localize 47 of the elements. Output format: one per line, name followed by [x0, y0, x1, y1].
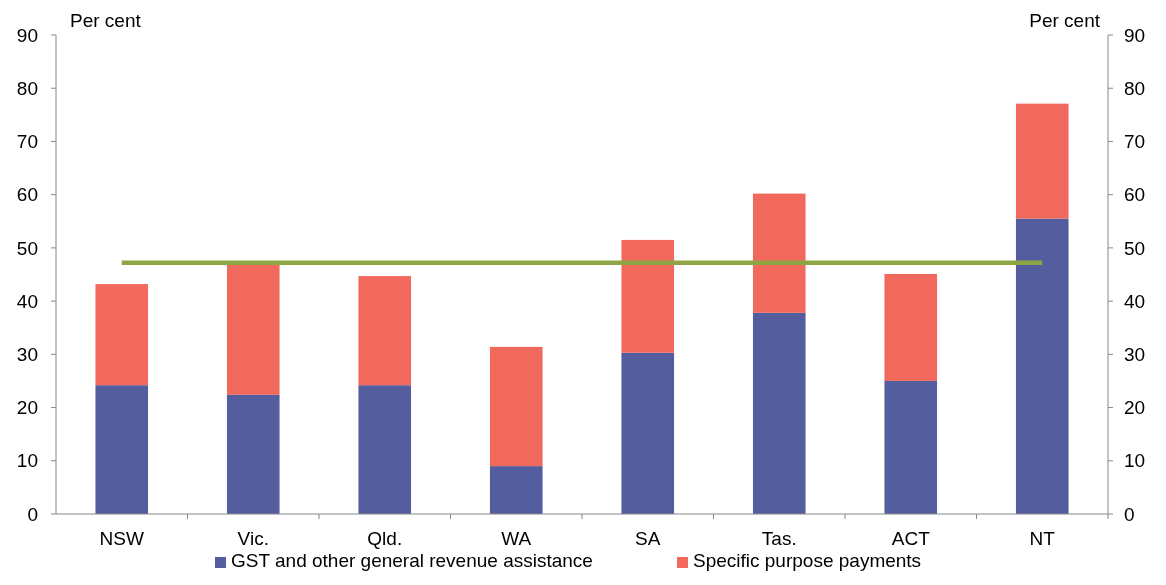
y2-tick-label: 40	[1124, 290, 1146, 312]
y-tick-label: 40	[16, 290, 38, 312]
y-tick-label: 60	[16, 184, 38, 206]
y2-tick-label: 30	[1124, 343, 1146, 365]
x-tick-label: SA	[635, 528, 661, 549]
y-tick-label: 50	[16, 237, 38, 259]
y2-tick-label: 0	[1124, 503, 1135, 525]
y-axis-title: Per cent	[70, 10, 142, 31]
x-tick-label: ACT	[891, 528, 931, 549]
x-tick-label: Vic.	[237, 528, 269, 549]
bar	[621, 239, 675, 353]
y-tick-label: 0	[27, 503, 38, 525]
y2-tick-label: 70	[1124, 131, 1146, 153]
y-tick-label: 20	[16, 397, 38, 419]
x-tick-label: NT	[1029, 528, 1056, 549]
y-tick-label: 90	[16, 24, 38, 46]
y2-tick-label: 80	[1124, 77, 1146, 99]
bar	[489, 466, 543, 514]
y-tick-label: 10	[16, 450, 38, 472]
y-tick-label: 80	[16, 77, 38, 99]
x-tick-label: WA	[501, 528, 532, 549]
bar	[884, 380, 938, 514]
y-tick-label: 70	[16, 131, 38, 153]
bar	[95, 284, 149, 386]
x-tick-label: Tas.	[761, 528, 797, 549]
bar	[1015, 218, 1069, 514]
y2-axis-title: Per cent	[1029, 10, 1101, 31]
bar	[621, 352, 675, 514]
y-tick-label: 30	[16, 343, 38, 365]
x-tick-label: NSW	[99, 528, 144, 549]
legend-label: GST and other general revenue assistance	[231, 550, 593, 571]
bar	[752, 193, 806, 313]
legend-label: Specific purpose payments	[693, 550, 922, 571]
bar	[95, 385, 149, 514]
y2-tick-label: 20	[1124, 397, 1146, 419]
bar	[1015, 103, 1069, 219]
bar	[226, 394, 280, 514]
bar	[884, 273, 938, 381]
y2-tick-label: 60	[1124, 184, 1146, 206]
y2-tick-label: 10	[1124, 450, 1146, 472]
x-tick-label: Qld.	[367, 528, 403, 549]
y2-tick-label: 50	[1124, 237, 1146, 259]
bar	[752, 312, 806, 514]
bar	[358, 276, 412, 386]
y2-tick-label: 90	[1124, 24, 1146, 46]
bar	[358, 385, 412, 514]
bar	[489, 346, 543, 467]
